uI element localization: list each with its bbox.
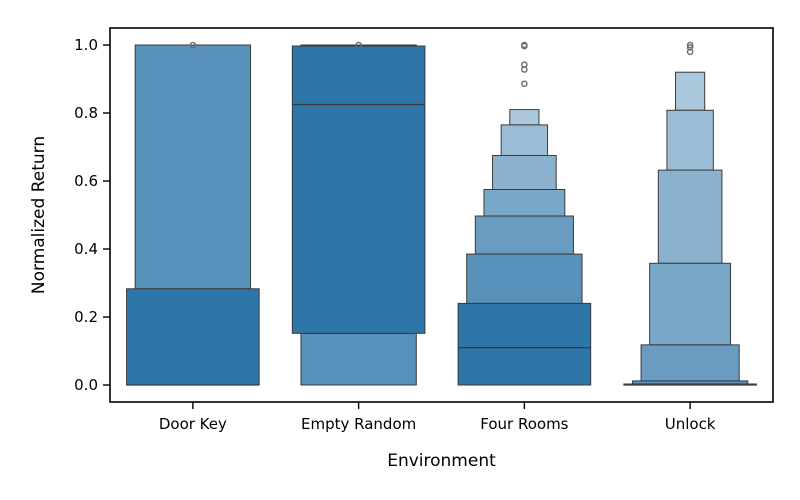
boxen-level <box>675 71 706 111</box>
boxen-level <box>134 44 252 290</box>
x-tick-label: Door Key <box>159 415 227 433</box>
outlier-point <box>686 44 694 51</box>
outlier-point <box>686 41 694 49</box>
outlier-point <box>355 41 362 49</box>
boxen-level <box>657 169 723 264</box>
boxen-level <box>509 109 540 126</box>
boxen-level <box>300 332 417 386</box>
x-axis-label: Environment <box>387 451 496 471</box>
boxen-level <box>483 189 566 217</box>
y-tick-label: 0.4 <box>74 240 98 258</box>
y-axis: 0.0 0.2 0.4 0.6 0.8 1.0 <box>74 36 110 394</box>
boxen-level <box>500 124 549 157</box>
y-axis-label: Normalized Return <box>29 136 49 294</box>
boxen-level <box>492 155 557 190</box>
y-tick-label: 0.2 <box>74 308 98 326</box>
y-tick-label: 1.0 <box>74 36 98 54</box>
x-tick-label: Four Rooms <box>480 415 568 433</box>
boxen-level <box>126 288 260 386</box>
outlier-point <box>521 80 528 88</box>
boxen-level <box>291 45 426 334</box>
boxen-group-unlock <box>623 41 757 386</box>
y-tick-label: 0.6 <box>74 172 98 190</box>
boxen-group-four-rooms <box>457 41 592 386</box>
boxen-level <box>457 302 592 386</box>
outlier-point <box>521 61 528 69</box>
boxen-level <box>474 215 574 255</box>
boxen-level <box>666 109 714 171</box>
boxen-group-empty-random <box>291 41 426 386</box>
plot-frame <box>109 27 774 403</box>
x-tick-label: Empty Random <box>301 415 416 433</box>
plot-area <box>126 41 757 386</box>
outlier-point <box>521 41 528 49</box>
y-tick-label: 0.8 <box>74 104 98 122</box>
y-tick-label: 0.0 <box>74 376 98 394</box>
outlier-point <box>189 41 197 49</box>
boxen-level <box>640 344 740 382</box>
outlier-point <box>686 48 694 56</box>
x-axis: Door Key Empty Random Four Rooms Unlock <box>159 402 716 433</box>
boxen-level <box>649 262 732 346</box>
boxen-group-door-key <box>126 41 260 386</box>
x-tick-label: Unlock <box>665 415 716 433</box>
boxen-level <box>466 253 583 304</box>
